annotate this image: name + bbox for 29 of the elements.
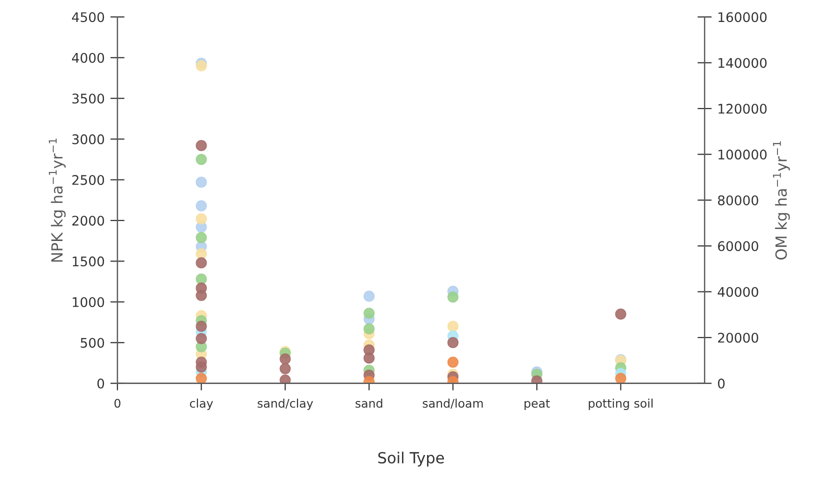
y-tick-label: 4500 <box>72 12 104 22</box>
y-tick-label: 2000 <box>72 216 104 226</box>
y2-tick-label: 100000 <box>718 150 767 160</box>
y-tick-label: 0 <box>97 378 104 389</box>
y2-tick-label: 60000 <box>718 241 758 252</box>
x-tick-label: peat <box>524 399 550 410</box>
y-tick-label: 1500 <box>72 256 104 266</box>
y2-tick-label: 140000 <box>718 58 767 68</box>
y-tick-label: 1000 <box>72 297 104 308</box>
y2-tick-label: 0 <box>718 378 725 389</box>
x-tick-label: sand <box>356 398 382 408</box>
y2-tick-label: 80000 <box>718 195 758 206</box>
y2-tick-label: 160000 <box>718 12 767 22</box>
x-tick-label: sand/clay <box>258 398 314 410</box>
y2-axis-title: OM kg ha$^{−1}$yr$^{−1}$ <box>773 141 790 260</box>
x-axis-title: Soil Type <box>378 452 444 466</box>
y-tick-label: 2500 <box>72 175 104 185</box>
y-axis-title: NPK kg ha$^{−1}$yr$^{−1}$ <box>48 138 66 262</box>
x-tick-label: sand/loam <box>422 398 483 409</box>
y2-tick-label: 120000 <box>718 104 767 114</box>
y-tick-label: 3500 <box>72 94 104 104</box>
y-tick-label: 3000 <box>72 134 104 144</box>
x-tick-label: 0 <box>114 398 120 408</box>
y2-tick-label: 20000 <box>718 332 758 343</box>
y-tick-label: 4000 <box>72 52 104 63</box>
y2-tick-label: 40000 <box>718 286 758 297</box>
y-tick-label: 500 <box>80 338 104 348</box>
x-tick-label: potting soil <box>588 398 653 410</box>
x-tick-label: clay <box>190 398 213 410</box>
